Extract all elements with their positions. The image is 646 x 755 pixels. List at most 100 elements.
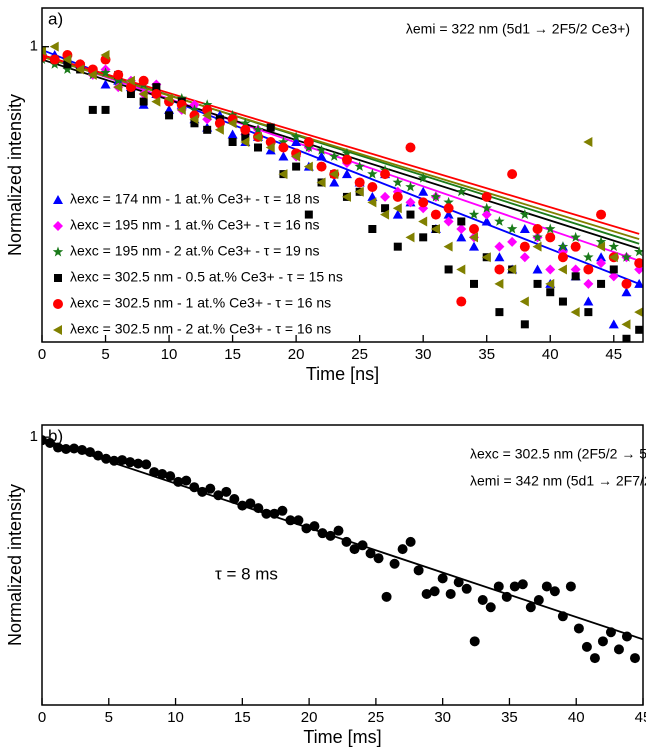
x-tick-label: 35 — [501, 709, 518, 726]
data-point — [405, 181, 416, 192]
data-point — [291, 151, 301, 162]
y-axis-title: Normalized intensity — [5, 94, 25, 256]
data-point — [189, 104, 200, 115]
data-point — [266, 123, 275, 132]
data-point — [549, 586, 560, 597]
legend-marker — [52, 246, 64, 257]
data-point — [381, 204, 390, 213]
data-point — [406, 210, 415, 219]
data-point — [437, 573, 448, 584]
data-point — [42, 45, 46, 56]
x-axis-title: Time [ms] — [303, 727, 381, 747]
legend-label: λexc = 174 nm - 1 at.% Ce3+ - τ = 18 ns — [70, 191, 320, 207]
legend-label: λexc = 195 nm - 1 at.% Ce3+ - τ = 16 ns — [70, 217, 320, 233]
data-point — [608, 241, 620, 252]
x-tick-label: 45 — [635, 709, 646, 726]
data-point — [125, 457, 136, 468]
x-tick-label: 10 — [161, 346, 178, 363]
data-point — [265, 142, 275, 153]
data-point — [138, 75, 149, 86]
data-point — [152, 83, 161, 92]
data-point — [277, 505, 288, 516]
data-point — [519, 224, 530, 234]
data-point — [278, 169, 288, 180]
data-point — [444, 265, 453, 274]
data-point — [278, 136, 289, 147]
x-tick-label: 15 — [224, 346, 241, 363]
data-point — [303, 161, 313, 172]
data-point — [509, 581, 520, 592]
data-point — [240, 117, 251, 128]
data-point — [325, 530, 336, 541]
data-point — [202, 110, 212, 121]
data-point — [470, 279, 479, 288]
data-point — [596, 209, 607, 220]
data-point — [49, 41, 59, 52]
data-point — [392, 209, 403, 219]
data-point — [481, 216, 492, 226]
annotation: λexc = 302.5 nm (2F5/2 → 5d1 Ce3+) — [470, 446, 646, 462]
data-point — [62, 54, 72, 65]
data-point — [341, 147, 353, 158]
x-tick-label: 25 — [368, 709, 385, 726]
data-point — [596, 258, 607, 269]
data-point — [227, 118, 237, 129]
data-point — [541, 581, 552, 592]
data-point — [557, 252, 568, 263]
data-point — [62, 63, 73, 74]
data-point — [481, 252, 491, 263]
data-point — [117, 455, 128, 466]
annotation: λemi = 322 nm (5d1 → 2F5/2 Ce3+) — [406, 21, 630, 37]
data-point — [430, 191, 442, 202]
data-point — [165, 111, 174, 120]
data-point — [316, 161, 327, 172]
data-point — [139, 97, 148, 106]
data-point — [634, 258, 643, 269]
data-point — [149, 467, 160, 478]
data-point — [368, 225, 377, 234]
data-point — [595, 236, 607, 247]
data-point — [113, 82, 123, 93]
data-point — [151, 96, 161, 107]
data-point — [240, 124, 251, 135]
data-point — [519, 296, 529, 307]
x-tick-label: 40 — [568, 709, 585, 726]
data-point — [418, 216, 428, 227]
data-point — [525, 602, 536, 613]
x-tick-label: 20 — [288, 346, 305, 363]
data-point — [405, 142, 416, 153]
data-point — [468, 209, 480, 220]
data-point — [583, 137, 593, 148]
data-point — [461, 583, 472, 594]
data-point — [417, 172, 429, 183]
data-point — [494, 264, 505, 275]
data-point — [138, 89, 148, 100]
data-point — [329, 169, 339, 180]
data-point — [494, 252, 505, 262]
data-point — [365, 548, 376, 559]
data-point — [609, 265, 618, 274]
annotation: λemi = 342 nm (5d1 → 2F7/2 Ce3+) — [470, 473, 646, 489]
data-point — [481, 191, 492, 202]
data-point — [269, 508, 280, 519]
data-point — [373, 553, 384, 564]
x-tick-label: 5 — [105, 709, 113, 726]
data-point — [469, 241, 480, 251]
data-point — [545, 223, 556, 234]
data-point — [557, 241, 569, 252]
x-tick-label: 5 — [101, 346, 109, 363]
data-point — [291, 137, 302, 147]
data-point — [392, 176, 403, 187]
plot-frame — [41, 7, 644, 343]
data-point — [45, 438, 56, 449]
data-point — [506, 223, 518, 234]
x-tick-label: 0 — [38, 709, 46, 726]
data-point — [100, 79, 111, 89]
data-point — [285, 515, 296, 526]
data-point — [443, 241, 453, 252]
data-point — [533, 594, 544, 605]
data-point — [333, 525, 344, 536]
data-point — [621, 251, 632, 262]
data-point — [141, 459, 152, 470]
data-point — [429, 586, 440, 597]
